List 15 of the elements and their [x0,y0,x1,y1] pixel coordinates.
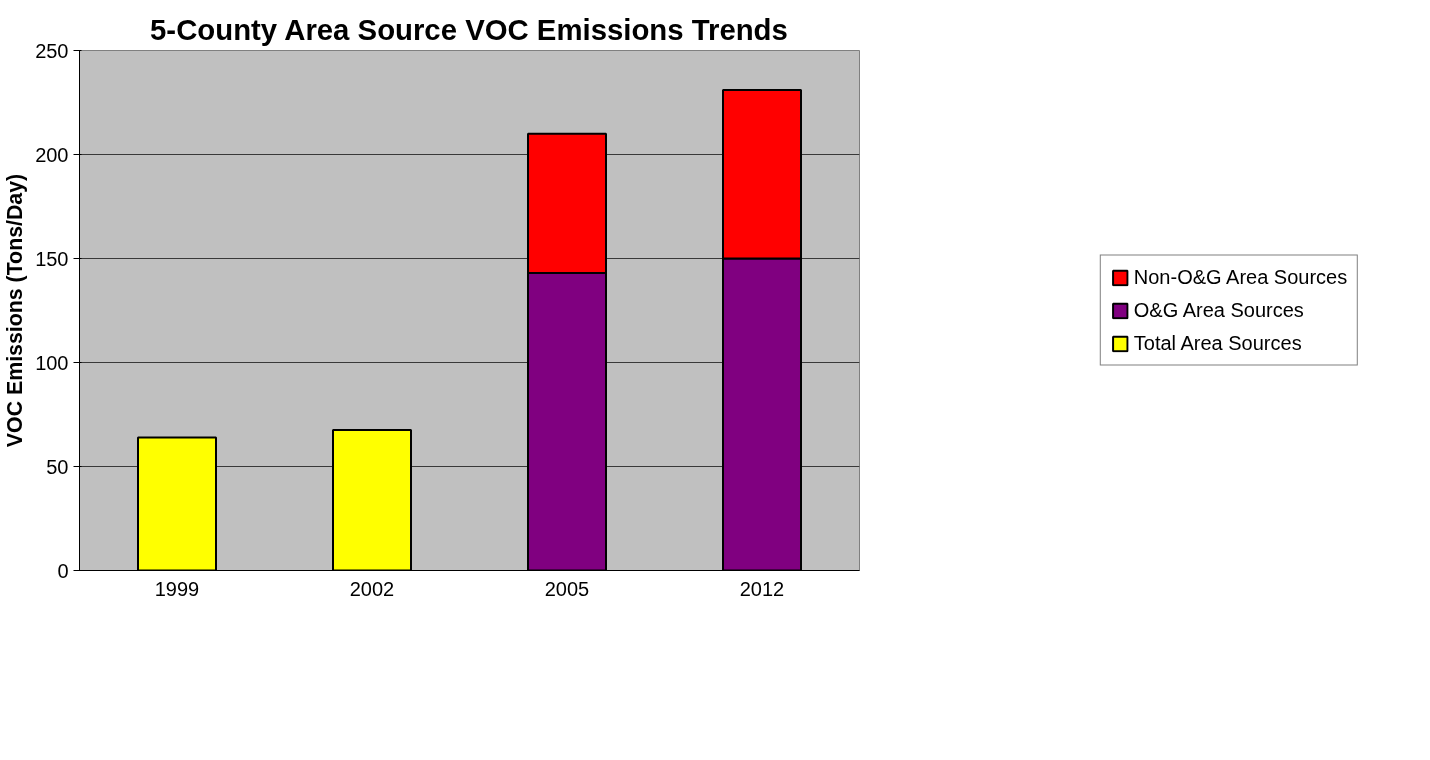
legend-label: O&G Area Sources [1133,298,1304,322]
y-tick-label: 250 [35,39,69,62]
x-tick-label: 2005 [544,577,590,600]
legend-label: Non-O&G Area Sources [1133,265,1348,289]
y-tick-label: 200 [35,143,69,166]
x-tick-label: 2012 [739,577,785,600]
y-tick-label: 50 [46,455,69,478]
x-tick-label: 1999 [154,577,200,600]
y-tick-label: 150 [35,247,69,270]
y-tick-label: 0 [57,559,69,582]
y-tick-label: 100 [35,351,69,374]
chart-title: 5-County Area Source VOC Emissions Trends [150,12,788,46]
y-axis-title: VOC Emissions (Tons/Day) [3,173,28,448]
legend-label: Total Area Sources [1133,331,1302,355]
x-tick-label: 2002 [349,577,395,600]
